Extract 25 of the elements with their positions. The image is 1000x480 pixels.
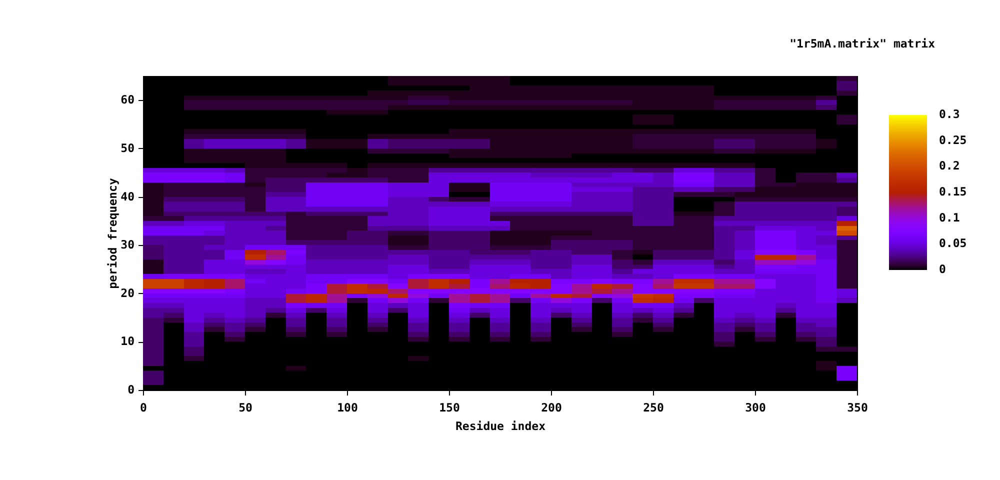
x-tick-label: 0	[140, 400, 148, 414]
y-tick-label: 50	[120, 140, 135, 155]
y-tick-label: 10	[120, 334, 135, 348]
y-tick-label: 60	[120, 92, 135, 107]
color-bar-label: 0	[939, 262, 946, 276]
color-bar-label: 0.1	[939, 210, 960, 224]
x-tick-label: 100	[337, 400, 358, 414]
color-bar-label: 0.3	[939, 107, 960, 121]
color-bar-label: 0.15	[939, 184, 967, 198]
color-bar-label: 0.05	[939, 236, 967, 250]
y-tick-label: 0	[128, 382, 135, 396]
y-tick-label: 20	[120, 286, 135, 300]
y-tick-label: 30	[120, 238, 135, 252]
y-tick-label: 40	[120, 189, 135, 204]
x-tick-label: 50	[238, 400, 252, 414]
x-tick-label: 350	[847, 400, 868, 414]
y-axis-title: period frequency	[106, 178, 120, 289]
x-tick-label: 250	[643, 400, 664, 414]
x-tick-label: 150	[439, 400, 460, 414]
color-bar-label: 0.2	[939, 158, 960, 173]
color-bar-label: 0.25	[939, 132, 967, 147]
text: "1r5mA.matrix" matrix	[790, 36, 936, 50]
x-tick-label: 200	[541, 400, 562, 414]
x-axis-title: Residue index	[455, 419, 546, 433]
x-tick-label: 300	[745, 400, 766, 414]
